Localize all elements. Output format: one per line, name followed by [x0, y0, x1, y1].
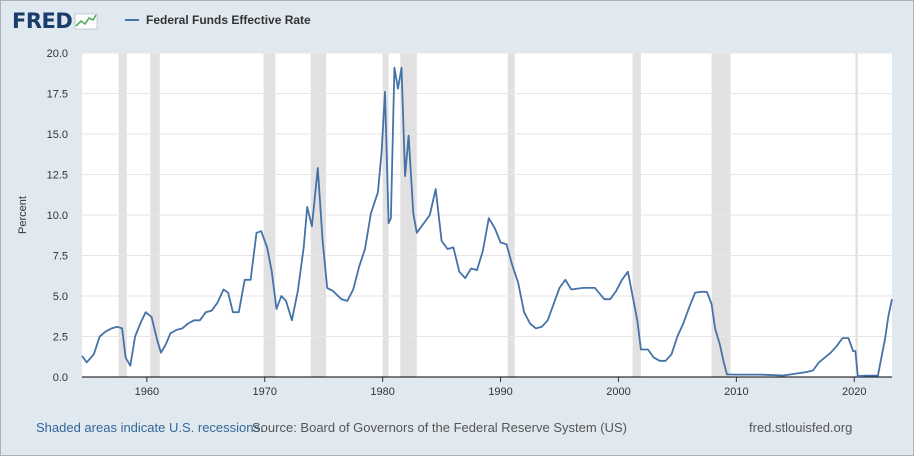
y-tick-label: 0.0	[53, 372, 68, 384]
y-tick-label: 12.5	[47, 170, 68, 182]
x-tick-label: 2000	[606, 386, 630, 398]
y-tick-label: 15.0	[47, 129, 68, 141]
y-tick-label: 7.5	[53, 251, 68, 263]
x-tick-label: 1980	[370, 386, 394, 398]
fred-logo[interactable]: FRED	[12, 9, 98, 33]
legend-swatch	[125, 19, 139, 21]
source-text: Source: Board of Governors of the Federa…	[252, 420, 627, 435]
y-axis-ticks: 0.0 2.5 5.0 7.5 10.0 12.5 15.0 17.5 20.0	[47, 48, 68, 384]
x-tick-label: 2020	[842, 386, 866, 398]
legend-series-label: Federal Funds Effective Rate	[146, 13, 311, 27]
x-tick-label: 1970	[253, 386, 277, 398]
fred-logo-text: FRED	[12, 9, 73, 33]
chart-legend: Federal Funds Effective Rate	[125, 13, 311, 27]
fred-site-link[interactable]: fred.stlouisfed.org	[749, 420, 853, 435]
y-tick-label: 10.0	[47, 210, 68, 222]
x-tick-label: 1960	[135, 386, 159, 398]
recession-note-link[interactable]: Shaded areas indicate U.S. recessions.	[36, 420, 264, 435]
y-tick-label: 17.5	[47, 89, 68, 101]
fred-logo-chart-icon	[74, 13, 98, 30]
y-axis-label: Percent	[17, 196, 29, 234]
series-line-federal-funds-rate	[81, 66, 893, 378]
x-tick-label: 2010	[724, 386, 748, 398]
x-axis-ticks: 1960 1970 1980 1990 2000 2010 2020	[135, 377, 867, 398]
y-tick-label: 5.0	[53, 291, 68, 303]
gridlines	[82, 52, 892, 337]
y-tick-label: 2.5	[53, 332, 68, 344]
y-tick-label: 20.0	[47, 48, 68, 60]
x-tick-label: 1990	[488, 386, 512, 398]
